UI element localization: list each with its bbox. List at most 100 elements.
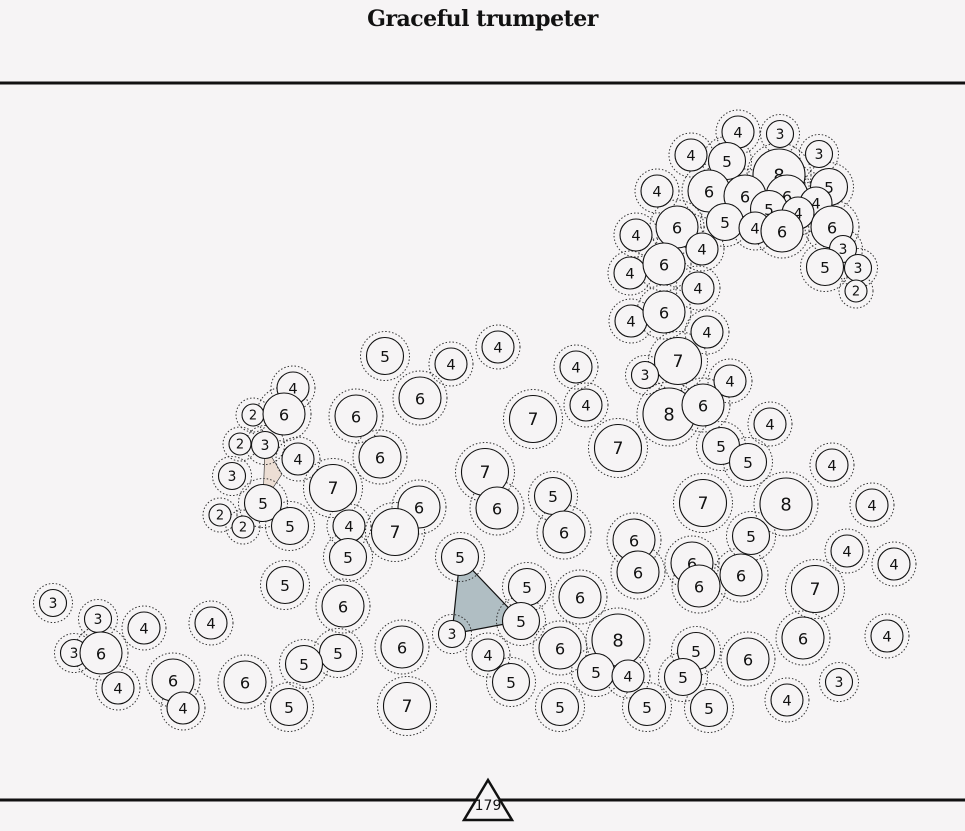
number-node[interactable]: 6 — [358, 435, 402, 479]
number-node[interactable]: 4 — [471, 638, 505, 672]
node-circle[interactable] — [640, 174, 674, 208]
node-circle[interactable] — [731, 516, 771, 556]
node-circle[interactable] — [481, 330, 515, 364]
node-circle[interactable] — [690, 315, 724, 349]
number-node[interactable]: 6 — [151, 658, 195, 702]
number-node[interactable]: 3 — [824, 667, 854, 697]
number-node[interactable]: 3 — [630, 360, 660, 390]
number-node[interactable]: 5 — [269, 687, 309, 727]
node-circle[interactable] — [101, 671, 135, 705]
node-circle[interactable] — [194, 606, 228, 640]
node-circle[interactable] — [231, 515, 255, 539]
number-node[interactable]: 6 — [398, 376, 442, 420]
number-node[interactable]: 7 — [308, 463, 358, 513]
number-node[interactable]: 6 — [558, 575, 602, 619]
number-node[interactable]: 4 — [870, 619, 904, 653]
number-node[interactable]: 4 — [690, 315, 724, 349]
number-node[interactable]: 5 — [365, 336, 405, 376]
number-node[interactable]: 5 — [705, 202, 745, 242]
number-node[interactable]: 5 — [328, 537, 368, 577]
number-node[interactable]: 6 — [719, 553, 763, 597]
number-node[interactable]: 5 — [318, 633, 358, 673]
node-circle[interactable] — [434, 347, 468, 381]
number-node[interactable]: 2 — [241, 403, 265, 427]
node-circle[interactable] — [689, 688, 729, 728]
node-circle[interactable] — [627, 687, 667, 727]
node-circle[interactable] — [642, 290, 686, 334]
number-node[interactable]: 6 — [760, 209, 804, 253]
number-node[interactable]: 6 — [677, 564, 721, 608]
node-circle[interactable] — [593, 423, 643, 473]
node-circle[interactable] — [398, 376, 442, 420]
number-node[interactable]: 6 — [642, 290, 686, 334]
node-circle[interactable] — [79, 631, 123, 675]
number-node[interactable]: 5 — [501, 601, 541, 641]
number-node[interactable]: 3 — [437, 619, 467, 649]
number-node[interactable]: 4 — [611, 659, 645, 693]
number-node[interactable]: 6 — [542, 510, 586, 554]
number-node[interactable]: 6 — [616, 550, 660, 594]
number-node[interactable]: 5 — [270, 506, 310, 546]
number-node[interactable]: 5 — [540, 687, 580, 727]
node-circle[interactable] — [269, 687, 309, 727]
number-node[interactable]: 6 — [475, 486, 519, 530]
number-node[interactable]: 4 — [194, 606, 228, 640]
node-circle[interactable] — [830, 534, 864, 568]
number-node[interactable]: 4 — [101, 671, 135, 705]
number-node[interactable]: 7 — [370, 507, 420, 557]
number-node[interactable]: 6 — [321, 584, 365, 628]
number-node[interactable]: 6 — [642, 242, 686, 286]
number-node[interactable]: 5 — [627, 687, 667, 727]
node-circle[interactable] — [653, 336, 703, 386]
node-circle[interactable] — [542, 510, 586, 554]
number-node[interactable]: 7 — [653, 336, 703, 386]
node-circle[interactable] — [38, 588, 68, 618]
number-node[interactable]: 5 — [728, 442, 768, 482]
node-circle[interactable] — [540, 687, 580, 727]
number-node[interactable]: 8 — [759, 477, 813, 531]
number-node[interactable]: 5 — [689, 688, 729, 728]
number-node[interactable]: 4 — [481, 330, 515, 364]
node-circle[interactable] — [781, 616, 825, 660]
number-node[interactable]: 4 — [619, 218, 653, 252]
node-circle[interactable] — [538, 626, 582, 670]
node-circle[interactable] — [719, 553, 763, 597]
number-node[interactable]: 4 — [855, 488, 889, 522]
node-circle[interactable] — [284, 644, 324, 684]
number-node[interactable]: 4 — [281, 442, 315, 476]
node-circle[interactable] — [558, 575, 602, 619]
node-circle[interactable] — [281, 442, 315, 476]
number-node[interactable]: 7 — [382, 681, 432, 731]
number-node[interactable]: 6 — [79, 631, 123, 675]
node-circle[interactable] — [663, 657, 703, 697]
node-circle[interactable] — [334, 394, 378, 438]
number-node[interactable]: 4 — [830, 534, 864, 568]
node-circle[interactable] — [713, 364, 747, 398]
node-circle[interactable] — [508, 394, 558, 444]
number-node[interactable]: 4 — [681, 271, 715, 305]
number-node[interactable]: 6 — [681, 383, 725, 427]
number-node[interactable]: 7 — [593, 423, 643, 473]
number-node[interactable]: 5 — [533, 476, 573, 516]
node-circle[interactable] — [250, 430, 280, 460]
node-circle[interactable] — [759, 477, 813, 531]
number-node[interactable]: 4 — [166, 691, 200, 725]
node-circle[interactable] — [270, 506, 310, 546]
number-node[interactable]: 5 — [284, 644, 324, 684]
number-node[interactable]: 5 — [805, 247, 845, 287]
node-circle[interactable] — [440, 537, 480, 577]
node-circle[interactable] — [475, 486, 519, 530]
node-circle[interactable] — [166, 691, 200, 725]
number-node[interactable]: 3 — [38, 588, 68, 618]
number-node[interactable]: 4 — [815, 448, 849, 482]
number-node[interactable]: 2 — [208, 503, 232, 527]
number-node[interactable]: 4 — [559, 350, 593, 384]
number-node[interactable]: 3 — [843, 253, 873, 283]
number-node[interactable]: 3 — [765, 119, 795, 149]
number-node[interactable]: 6 — [538, 626, 582, 670]
node-circle[interactable] — [370, 507, 420, 557]
number-node[interactable]: 4 — [569, 388, 603, 422]
number-node[interactable]: 4 — [614, 304, 648, 338]
number-node[interactable]: 3 — [250, 430, 280, 460]
node-circle[interactable] — [328, 537, 368, 577]
